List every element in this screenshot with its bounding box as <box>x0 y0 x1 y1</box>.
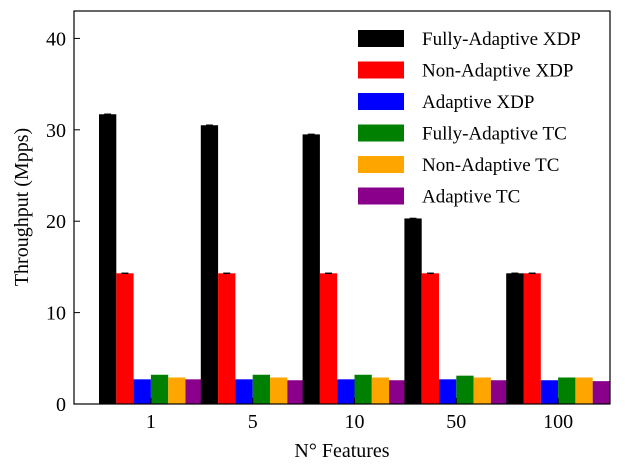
legend-label: Fully-Adaptive XDP <box>422 29 581 50</box>
y-tick-label: 10 <box>46 303 66 325</box>
y-tick-label: 30 <box>46 120 66 142</box>
bar-fully-adaptive-tc-1 <box>150 374 169 404</box>
bar-fully-adaptive-tc-10 <box>354 374 372 404</box>
bar-fully-adaptive-xdp-10 <box>302 134 320 404</box>
bar-non-adaptive-tc-5 <box>270 377 288 404</box>
legend-swatch <box>358 93 404 110</box>
y-tick-labels: 0 10 20 30 40 <box>46 28 66 416</box>
legend-swatch <box>358 61 404 79</box>
y-tick-label: 20 <box>46 211 66 233</box>
bar-non-adaptive-tc-1 <box>168 377 186 404</box>
bar-fully-adaptive-xdp-1 <box>99 114 117 405</box>
bar-adaptive-tc-100 <box>592 381 610 404</box>
legend-swatch <box>358 30 404 47</box>
plot-frame <box>73 10 611 405</box>
bar-fully-adaptive-xdp-5 <box>200 125 219 404</box>
bar-non-adaptive-xdp-50 <box>421 273 439 404</box>
bar-adaptive-tc-50 <box>490 380 509 404</box>
bar-fully-adaptive-tc-50 <box>456 375 474 404</box>
bar-groups <box>99 113 610 405</box>
bar-fully-adaptive-tc-5 <box>252 374 270 404</box>
bar-adaptive-tc-5 <box>287 380 305 404</box>
x-axis-label: N° Features <box>294 440 389 462</box>
bar-fully-adaptive-xdp-50 <box>404 218 422 404</box>
x-tick-label: 10 <box>345 411 365 433</box>
legend-label: Adaptive XDP <box>422 92 534 113</box>
legend-label: Non-Adaptive TC <box>422 155 559 176</box>
x-tick-label: 1 <box>146 411 156 433</box>
x-tick-labels: 1 5 10 50 100 <box>146 398 573 433</box>
bar-non-adaptive-xdp-1 <box>116 273 134 404</box>
legend-label: Fully-Adaptive TC <box>422 124 567 145</box>
bar-adaptive-xdp-10 <box>337 379 355 404</box>
bar-adaptive-xdp-50 <box>439 379 457 404</box>
y-tick-label: 0 <box>56 394 66 416</box>
bar-non-adaptive-xdp-100 <box>523 273 541 404</box>
bar-adaptive-xdp-5 <box>235 379 253 404</box>
bar-fully-adaptive-tc-100 <box>558 377 576 404</box>
bar-adaptive-tc-1 <box>185 379 203 404</box>
x-tick-label: 5 <box>248 411 258 433</box>
y-tick-label: 40 <box>46 28 66 50</box>
x-tick-label: 50 <box>446 411 466 433</box>
bar-fully-adaptive-xdp-100 <box>506 273 524 404</box>
legend-swatch <box>358 156 404 173</box>
y-tick-marks <box>74 37 80 405</box>
legend-swatch <box>358 124 404 142</box>
bar-non-adaptive-tc-50 <box>473 377 491 404</box>
axes <box>73 10 611 405</box>
bar-adaptive-xdp-1 <box>133 379 151 404</box>
bar-non-adaptive-xdp-10 <box>319 273 338 404</box>
legend-swatch <box>358 187 404 205</box>
legend-label: Adaptive TC <box>422 187 520 208</box>
legend-label: Non-Adaptive XDP <box>422 61 573 82</box>
x-tick-label: 100 <box>543 411 573 433</box>
bar-adaptive-xdp-100 <box>540 380 559 404</box>
y-axis-label: Throughput (Mpps) <box>11 128 33 286</box>
bar-non-adaptive-tc-10 <box>371 377 390 404</box>
bar-adaptive-tc-10 <box>389 380 407 404</box>
bar-non-adaptive-xdp-5 <box>218 273 236 404</box>
bar-non-adaptive-tc-100 <box>575 377 593 404</box>
legend: Fully-Adaptive XDP Non-Adaptive XDP Adapti… <box>358 29 581 208</box>
